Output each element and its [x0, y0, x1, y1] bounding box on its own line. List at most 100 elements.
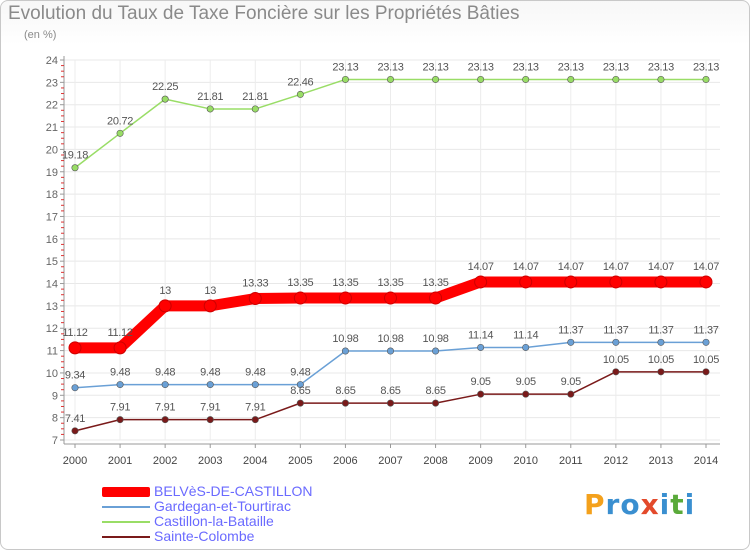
data-point-3-10: [522, 390, 530, 398]
data-label-0-9: 14.07: [468, 261, 494, 273]
data-point-1-9: [477, 343, 485, 351]
data-point-3-11: [567, 390, 575, 398]
y-tick-label-16: 16: [46, 234, 58, 246]
x-tick-label-2003: 2003: [198, 455, 222, 467]
data-point-1-3: [206, 381, 214, 389]
legend-swatch-belves: [102, 487, 150, 497]
data-label-3-3: 7.91: [200, 402, 220, 414]
data-point-3-3: [206, 416, 214, 424]
data-label-2-11: 23.13: [558, 61, 584, 73]
data-point-3-0: [71, 427, 79, 435]
data-label-2-9: 23.13: [468, 61, 494, 73]
data-label-0-13: 14.07: [648, 261, 674, 273]
data-point-2-3: [206, 105, 214, 113]
data-point-2-7: [386, 75, 394, 83]
data-point-1-6: [341, 347, 349, 355]
data-point-1-5: [296, 381, 304, 389]
y-tick-label-15: 15: [46, 256, 58, 268]
data-point-3-5: [296, 399, 304, 407]
data-point-1-8: [432, 347, 440, 355]
data-point-1-12: [612, 338, 620, 346]
data-label-3-5: 8.65: [290, 385, 310, 397]
data-point-0-4: [248, 292, 262, 306]
y-tick-label-24: 24: [46, 55, 58, 67]
data-point-1-0: [71, 384, 79, 392]
data-point-3-14: [702, 368, 710, 376]
data-label-1-12: 11.37: [603, 324, 628, 336]
y-tick-label-17: 17: [46, 211, 58, 223]
x-tick-label-2001: 2001: [108, 455, 132, 467]
data-label-0-3: 13: [204, 285, 216, 297]
data-label-2-10: 23.13: [513, 61, 539, 73]
data-point-0-6: [338, 291, 352, 305]
data-label-1-4: 9.48: [245, 367, 265, 379]
legend-label-sainte-colombe: Sainte-Colombe: [154, 528, 255, 544]
legend-swatch-castillon: [102, 521, 150, 523]
data-point-1-11: [567, 338, 575, 346]
data-point-2-4: [251, 105, 259, 113]
data-label-1-8: 10.98: [423, 333, 449, 345]
x-tick-label-2002: 2002: [153, 455, 177, 467]
x-tick-label-2011: 2011: [559, 455, 583, 467]
data-point-2-0: [71, 164, 79, 172]
data-label-2-8: 23.13: [423, 61, 449, 73]
data-label-2-7: 23.13: [377, 61, 403, 73]
data-label-1-1: 9.48: [110, 367, 130, 379]
data-label-1-0: 9.34: [65, 370, 85, 382]
data-point-0-12: [609, 275, 623, 289]
data-label-1-11: 11.37: [558, 324, 583, 336]
data-point-0-10: [519, 275, 533, 289]
data-point-2-10: [522, 75, 530, 83]
legend-swatch-gardegan: [102, 506, 150, 508]
data-label-1-6: 10.98: [332, 333, 358, 345]
data-point-0-11: [564, 275, 578, 289]
data-label-2-3: 21.81: [197, 91, 223, 103]
x-tick-label-2000: 2000: [63, 455, 87, 467]
data-point-1-4: [251, 381, 259, 389]
data-point-0-8: [429, 291, 443, 305]
data-label-3-0: 7.41: [65, 413, 85, 425]
data-label-0-0: 11.12: [62, 327, 87, 339]
legend-swatch-sainte-colombe: [102, 536, 150, 538]
data-label-1-10: 11.14: [513, 329, 538, 341]
y-tick-label-14: 14: [46, 279, 58, 291]
data-point-3-12: [612, 368, 620, 376]
y-tick-label-22: 22: [46, 100, 58, 112]
data-point-2-8: [432, 75, 440, 83]
data-label-0-11: 14.07: [558, 261, 584, 273]
y-tick-label-10: 10: [46, 368, 58, 380]
data-label-3-4: 7.91: [245, 402, 265, 414]
data-label-1-5: 9.48: [290, 367, 310, 379]
data-label-3-7: 8.65: [380, 385, 400, 397]
data-point-2-6: [341, 75, 349, 83]
data-point-2-13: [657, 75, 665, 83]
y-tick-label-23: 23: [46, 77, 58, 89]
data-point-0-3: [203, 299, 217, 313]
data-label-2-6: 23.13: [332, 61, 358, 73]
data-point-2-2: [161, 95, 169, 103]
data-label-0-1: 11.12: [107, 327, 132, 339]
data-label-2-14: 23.13: [693, 61, 719, 73]
data-label-1-9: 11.14: [468, 329, 493, 341]
data-point-3-2: [161, 416, 169, 424]
y-tick-label-11: 11: [47, 346, 58, 358]
data-point-3-1: [116, 416, 124, 424]
data-label-2-2: 22.25: [152, 81, 178, 93]
data-label-1-3: 9.48: [200, 367, 220, 379]
data-label-0-12: 14.07: [603, 261, 629, 273]
data-point-3-4: [251, 416, 259, 424]
data-label-3-11: 9.05: [561, 376, 581, 388]
data-label-3-14: 10.05: [693, 354, 719, 366]
data-label-2-5: 22.46: [287, 76, 313, 88]
data-point-3-9: [477, 390, 485, 398]
x-tick-label-2009: 2009: [468, 455, 492, 467]
data-label-3-9: 9.05: [471, 376, 491, 388]
x-tick-label-2007: 2007: [378, 455, 402, 467]
data-label-0-10: 14.07: [513, 261, 539, 273]
data-point-2-1: [116, 129, 124, 137]
data-label-0-6: 13.35: [332, 277, 358, 289]
y-axis-unit-label: (en %): [24, 29, 57, 41]
data-point-3-13: [657, 368, 665, 376]
